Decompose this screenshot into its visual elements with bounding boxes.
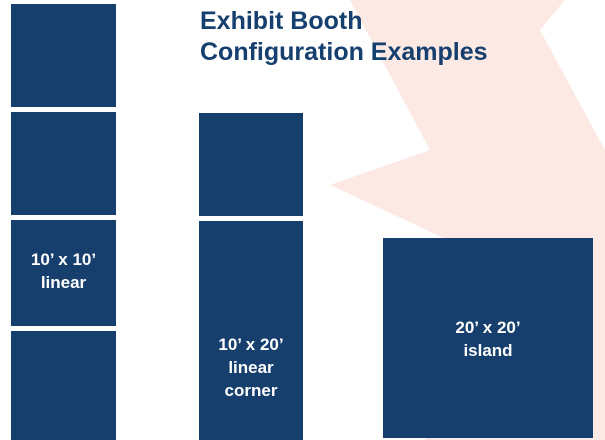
booth-linear-type: linear: [40, 273, 87, 292]
booth-corner-block-2: [199, 221, 303, 440]
booth-corner-size: 10’ x 20’: [218, 335, 284, 354]
booth-corner-label: 10’ x 20’ linear corner: [199, 333, 303, 402]
booth-corner-type: linear: [228, 358, 274, 377]
title-line-2: Configuration Examples: [200, 38, 488, 66]
booth-linear-size: 10’ x 10’: [30, 250, 97, 269]
booth-island-type: island: [463, 341, 513, 360]
booth-island-block: [383, 238, 593, 438]
booth-corner-subtype: corner: [224, 381, 278, 400]
booth-linear-block-2: [11, 112, 116, 215]
page-title: Exhibit Booth Configuration Examples: [200, 6, 488, 68]
booth-linear-block-4: [11, 331, 116, 440]
booth-corner-block-1: [199, 113, 303, 216]
booth-linear-block-1: [11, 4, 116, 107]
booth-linear-block-3: [11, 220, 116, 326]
booth-island-label: 20’ x 20’ island: [383, 316, 593, 362]
booth-linear-label: 10’ x 10’ linear: [11, 248, 116, 294]
title-line-1: Exhibit Booth: [200, 7, 363, 35]
booth-island-size: 20’ x 20’: [455, 318, 521, 337]
